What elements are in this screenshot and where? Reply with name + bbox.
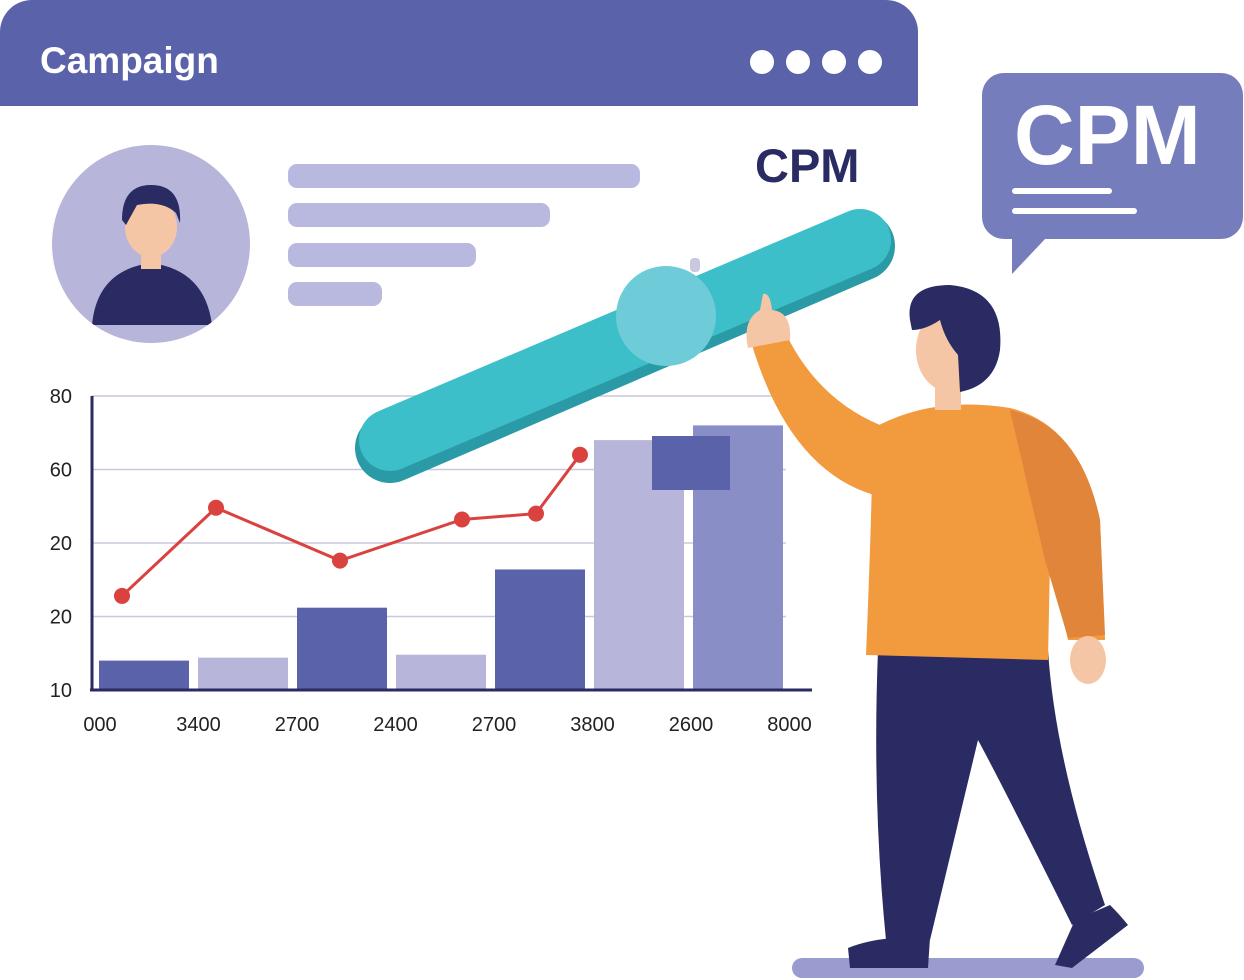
chart-bar	[198, 657, 288, 690]
window-title: Campaign	[40, 40, 219, 81]
dot-icon	[858, 50, 882, 74]
bar-highlight	[652, 436, 730, 490]
chart-bar	[396, 654, 486, 690]
ground-shadow	[792, 958, 1144, 978]
person-avatar-icon	[92, 185, 212, 325]
chart-x-tick-labels: 000 3400 2700 2400 2700 3800 2600 8000	[83, 714, 811, 736]
shoe-right-icon	[1055, 905, 1128, 968]
raised-hand-icon	[746, 293, 791, 348]
x-tick-label: 2600	[669, 714, 714, 736]
avatar	[52, 145, 250, 343]
bubble-text-line	[1012, 188, 1112, 194]
speech-bubble: CPM	[982, 73, 1243, 239]
head	[916, 308, 984, 392]
y-tick-label: 20	[50, 533, 72, 555]
slider-knob-icon[interactable]	[616, 266, 716, 366]
dot-icon	[786, 50, 810, 74]
line-series-path	[120, 453, 582, 598]
line-point	[332, 552, 348, 569]
lower-hand-icon	[1070, 636, 1106, 684]
shirt-shade	[1010, 410, 1105, 638]
cpm-heading: CPM	[755, 139, 860, 192]
hair	[909, 285, 1001, 392]
dot-icon	[750, 50, 774, 74]
line-point	[454, 511, 470, 528]
dot-icon	[822, 50, 846, 74]
line-point	[114, 587, 130, 604]
shirt	[866, 404, 1105, 660]
x-tick-label: 2700	[275, 714, 320, 736]
x-tick-label: 3800	[570, 714, 615, 736]
x-tick-label: 8000	[767, 714, 812, 736]
x-tick-label: 2700	[472, 714, 517, 736]
y-tick-label: 80	[50, 386, 72, 408]
profile-text-line	[288, 164, 640, 188]
line-point	[528, 505, 544, 522]
neck	[935, 382, 961, 410]
speech-bubble-text: CPM	[1014, 88, 1201, 182]
profile-text-line	[288, 203, 550, 227]
x-tick-label: 000	[83, 714, 116, 736]
profile-text-line	[288, 243, 476, 267]
chart-bar	[495, 569, 585, 690]
chart-bars	[99, 425, 783, 690]
x-tick-label: 2400	[373, 714, 418, 736]
y-tick-label: 10	[50, 680, 72, 702]
chart-bar	[297, 607, 387, 690]
slider-pin-icon	[690, 258, 700, 272]
bubble-text-line	[1012, 208, 1137, 214]
chart-bar	[99, 660, 189, 690]
profile-text-line	[288, 282, 382, 306]
speech-bubble-tail	[1012, 238, 1046, 274]
pants	[876, 650, 1105, 940]
chart-line-series	[114, 446, 588, 604]
chart-y-tick-labels: 80 60 20 20 10	[50, 386, 72, 702]
shoe-left-icon	[848, 937, 930, 968]
bar-line-chart: 80 60 20 20 10 000 3400 2700 2400 2700 3800 2600 80…	[50, 386, 812, 736]
line-point	[572, 446, 588, 463]
x-tick-label: 3400	[176, 714, 221, 736]
y-tick-label: 60	[50, 460, 72, 482]
y-tick-label: 20	[50, 607, 72, 629]
line-point	[208, 499, 224, 516]
window-header: Campaign	[0, 0, 918, 106]
